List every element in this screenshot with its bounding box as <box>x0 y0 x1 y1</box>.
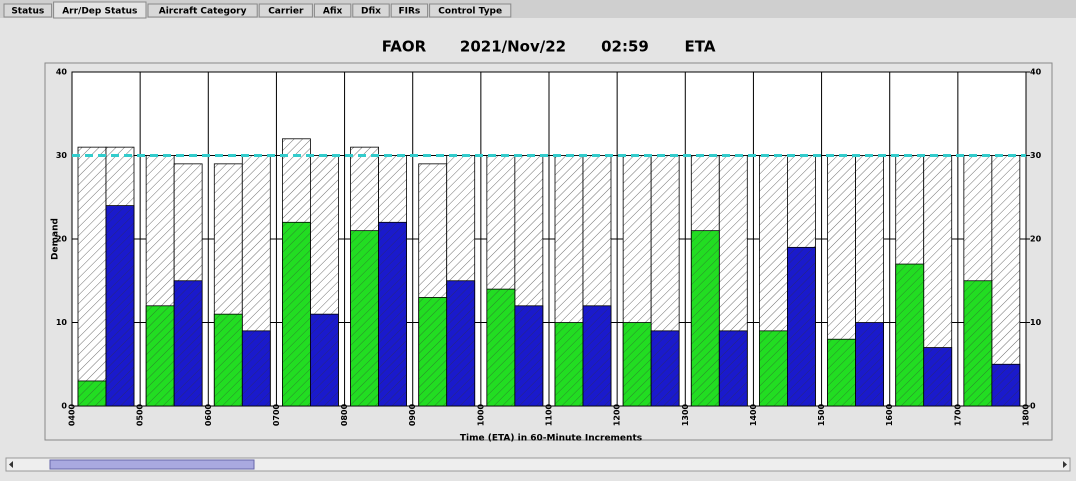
tab-label[interactable]: Aircraft Category <box>159 7 247 17</box>
bar <box>650 330 680 407</box>
tab-label[interactable]: Dfix <box>361 7 381 17</box>
y-tick-label: 0 <box>61 402 67 411</box>
tab-label[interactable]: Status <box>11 7 44 17</box>
scroll-left[interactable] <box>9 461 13 468</box>
tab[interactable] <box>390 3 429 18</box>
bar <box>923 347 953 407</box>
bar <box>855 322 884 407</box>
y2-tick-label: 20 <box>1030 235 1042 244</box>
x-axis-label: Time (ETA) in 60-Minute Increments <box>460 434 642 444</box>
tab[interactable] <box>429 3 512 18</box>
bar <box>690 230 720 407</box>
x-tick-label: 0800 <box>340 403 349 426</box>
x-tick-label: 1500 <box>817 403 826 426</box>
scroll-right[interactable] <box>1063 461 1067 468</box>
tab-label[interactable]: Arr/Dep Status <box>62 7 137 17</box>
x-tick-label: 0500 <box>136 403 145 426</box>
chart-title: 2021/Nov/22 <box>460 38 566 56</box>
tab[interactable] <box>147 3 258 18</box>
x-tick-label: 1600 <box>885 403 894 426</box>
y-axis-label: Demand <box>51 218 61 260</box>
tab-label[interactable]: Afix <box>323 7 343 17</box>
y-tick-label: 40 <box>56 68 68 77</box>
bar <box>282 221 311 407</box>
y2-tick-label: 10 <box>1030 318 1042 327</box>
chart-title: ETA <box>685 38 716 56</box>
bar <box>787 246 816 407</box>
y2-tick-label: 30 <box>1030 151 1042 160</box>
bar <box>991 363 1021 407</box>
bar <box>310 313 339 407</box>
tab[interactable] <box>258 3 313 18</box>
bar <box>895 263 925 407</box>
bar <box>446 280 476 407</box>
bar <box>582 305 612 407</box>
scrollbar[interactable] <box>5 457 1071 472</box>
x-tick-label: 0600 <box>204 403 213 426</box>
y2-tick-label: 0 <box>1030 402 1036 411</box>
bar <box>77 146 107 407</box>
bar <box>622 322 652 407</box>
bar <box>350 230 379 407</box>
bar <box>105 205 135 407</box>
bar <box>718 330 748 407</box>
tab-label[interactable]: FIRs <box>399 7 421 17</box>
bar <box>378 221 407 407</box>
bar <box>514 305 544 407</box>
bar <box>241 330 271 407</box>
x-tick-label: 1800 <box>1022 403 1031 426</box>
chart-title: FAOR <box>382 38 427 56</box>
x-tick-label: 1300 <box>681 403 690 426</box>
bar <box>554 322 584 407</box>
x-tick-label: 1100 <box>545 403 554 426</box>
x-tick-label: 1700 <box>953 403 962 426</box>
bar <box>173 280 203 407</box>
x-tick-label: 0700 <box>272 403 281 426</box>
y-tick-label: 30 <box>56 151 68 160</box>
scroll-thumb[interactable] <box>49 459 255 470</box>
tab[interactable] <box>53 1 147 19</box>
bar <box>963 280 993 407</box>
chart-title: 02:59 <box>601 38 649 56</box>
tab[interactable] <box>352 3 390 18</box>
tab-label[interactable]: Carrier <box>268 7 304 17</box>
bar <box>213 313 243 407</box>
bar <box>759 330 788 407</box>
y-tick-label: 10 <box>56 318 68 327</box>
y2-tick-label: 40 <box>1030 68 1042 77</box>
x-tick-label: 1400 <box>749 403 758 426</box>
tab-label[interactable]: Control Type <box>438 7 502 17</box>
bar <box>827 338 856 407</box>
bar <box>486 288 516 407</box>
y-tick-label: 20 <box>56 235 68 244</box>
x-tick-label: 1200 <box>613 403 622 426</box>
tab[interactable] <box>3 3 53 18</box>
tab[interactable] <box>313 3 352 18</box>
bar <box>418 297 448 407</box>
bar <box>145 305 175 407</box>
bar <box>77 380 107 407</box>
x-tick-label: 0400 <box>68 403 77 426</box>
x-tick-label: 0900 <box>408 403 417 426</box>
x-tick-label: 1000 <box>476 403 485 426</box>
